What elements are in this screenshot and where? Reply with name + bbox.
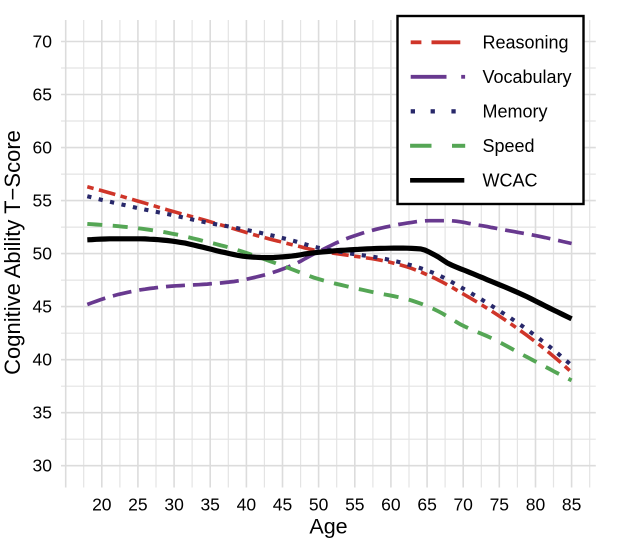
svg-text:60: 60	[381, 495, 401, 515]
svg-text:40: 40	[33, 350, 53, 370]
svg-text:60: 60	[33, 138, 53, 158]
svg-text:35: 35	[200, 495, 219, 515]
svg-text:30: 30	[164, 495, 184, 515]
svg-text:30: 30	[33, 456, 53, 476]
svg-text:45: 45	[33, 297, 52, 317]
svg-text:50: 50	[33, 244, 53, 264]
svg-text:65: 65	[417, 495, 436, 515]
svg-text:55: 55	[33, 191, 52, 211]
svg-text:50: 50	[309, 495, 329, 515]
svg-text:Memory: Memory	[483, 102, 548, 122]
svg-text:Reasoning: Reasoning	[483, 33, 569, 53]
svg-text:55: 55	[345, 495, 364, 515]
svg-text:20: 20	[92, 495, 112, 515]
svg-text:25: 25	[128, 495, 147, 515]
svg-text:Age: Age	[309, 515, 347, 539]
svg-text:40: 40	[237, 495, 257, 515]
svg-text:75: 75	[490, 495, 509, 515]
svg-text:35: 35	[33, 403, 52, 423]
svg-text:45: 45	[273, 495, 292, 515]
svg-text:70: 70	[33, 32, 53, 52]
svg-text:Speed: Speed	[483, 136, 535, 156]
svg-text:80: 80	[526, 495, 546, 515]
svg-text:70: 70	[453, 495, 473, 515]
svg-text:85: 85	[562, 495, 581, 515]
svg-text:Cognitive Ability T−Score: Cognitive Ability T−Score	[0, 130, 25, 375]
svg-text:65: 65	[33, 85, 52, 105]
svg-text:WCAC: WCAC	[483, 171, 538, 191]
svg-text:Vocabulary: Vocabulary	[483, 67, 572, 87]
